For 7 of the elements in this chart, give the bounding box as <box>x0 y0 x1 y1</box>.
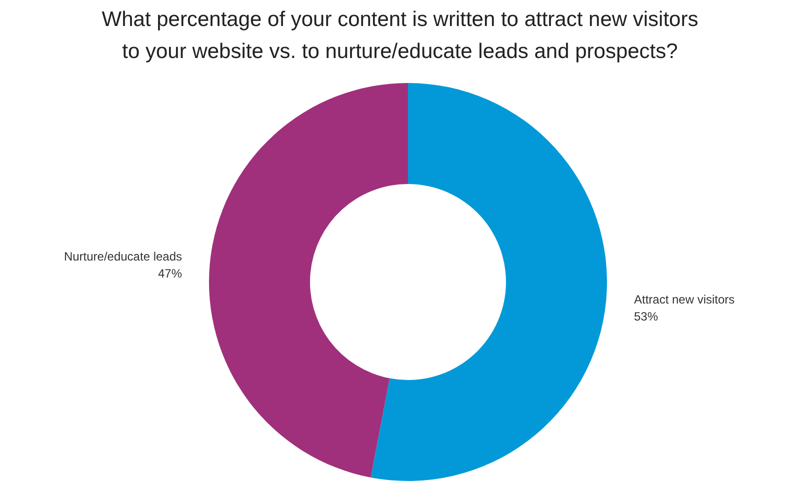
chart-title: What percentage of your content is written to attract new visitors to your website vs. to nurture/educate leads and prospects? <box>102 8 698 63</box>
data-label: 47% <box>158 266 182 281</box>
slice-label: Attract new visitors <box>634 292 735 306</box>
data-label: 53% <box>634 309 658 324</box>
donut-slice <box>370 83 607 481</box>
donut-slice <box>209 83 408 478</box>
slice-label: Nurture/educate leads <box>64 250 182 264</box>
